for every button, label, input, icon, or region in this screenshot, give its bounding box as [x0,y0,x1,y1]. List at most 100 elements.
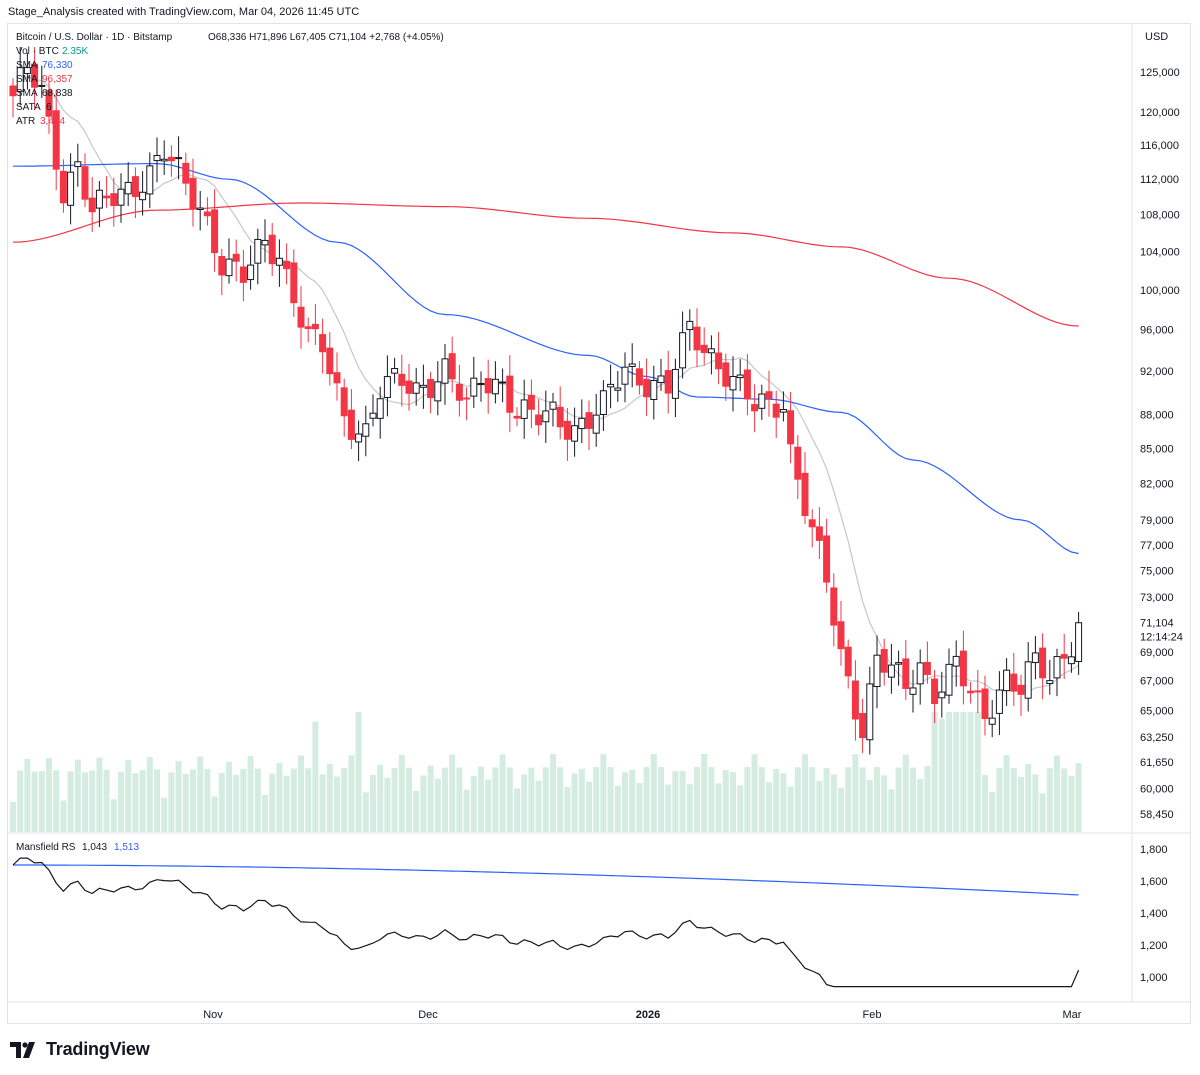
candle[interactable] [463,387,471,421]
candle[interactable] [995,671,1003,736]
candle[interactable] [196,190,204,231]
candle[interactable] [707,335,715,375]
candle[interactable] [31,47,39,109]
candle[interactable] [448,336,456,393]
candle[interactable] [909,669,917,713]
candle[interactable] [981,675,989,736]
candle[interactable] [297,286,305,349]
candle[interactable] [902,639,910,700]
candle[interactable] [743,354,751,416]
candle[interactable] [700,327,708,366]
legend-atr-label[interactable]: ATR [16,116,35,127]
candle[interactable] [376,386,384,439]
candle[interactable] [326,332,334,386]
chart-frame[interactable]: 125,000 120,000 116,000 112,000 108,000 104,0… [7,23,1191,1024]
legend-symbol[interactable]: Bitcoin / U.S. Dollar · 1D · Bitstamp [16,32,173,43]
candle[interactable] [419,364,427,409]
candle[interactable] [261,219,269,263]
candle[interactable] [542,390,550,443]
candle[interactable] [484,359,492,414]
candle[interactable] [722,353,730,401]
candle[interactable] [621,352,629,403]
candle[interactable] [585,400,593,451]
candle[interactable] [1031,635,1039,680]
candle[interactable] [455,364,463,417]
candle[interactable] [808,509,816,548]
candle[interactable] [794,435,802,500]
candle[interactable] [520,379,528,439]
candle[interactable] [232,239,240,282]
rs-pane[interactable] [12,857,1080,988]
candle[interactable] [189,158,197,227]
candle[interactable] [736,359,744,392]
candle[interactable] [319,318,327,374]
candle[interactable] [1067,642,1075,673]
candle[interactable] [693,308,701,368]
candle[interactable] [23,52,31,90]
candle[interactable] [333,352,341,401]
candle[interactable] [499,368,507,403]
candle[interactable] [859,698,867,753]
candle[interactable] [160,140,168,175]
legend-sata-label[interactable]: SATA [16,102,41,113]
candle[interactable] [844,639,852,689]
candle[interactable] [988,700,996,738]
candle[interactable] [657,358,665,391]
candle[interactable] [95,181,103,228]
candle[interactable] [153,137,161,183]
candle[interactable] [347,389,355,450]
candle[interactable] [491,361,499,404]
candle[interactable] [650,365,658,420]
candle[interactable] [815,507,823,559]
candle[interactable] [967,681,975,704]
candle[interactable] [563,407,571,461]
candle[interactable] [59,159,67,213]
candle[interactable] [1024,642,1032,712]
candle[interactable] [383,355,391,417]
legend-sma1-label[interactable]: SMA [16,60,38,71]
candle[interactable] [254,228,262,285]
candle[interactable] [340,378,348,437]
candle[interactable] [88,177,96,232]
candle[interactable] [887,643,895,694]
candle[interactable] [686,309,694,351]
chart-svg[interactable]: 125,000 120,000 116,000 112,000 108,000 104,0… [8,24,1190,1023]
candle[interactable] [614,371,622,402]
candle[interactable] [837,601,845,666]
candle[interactable] [527,379,535,429]
candle[interactable] [175,136,183,180]
candle[interactable] [398,354,406,407]
candle[interactable] [405,363,413,411]
candle[interactable] [477,371,485,402]
candle[interactable] [470,356,478,408]
candle[interactable] [412,368,420,406]
candle[interactable] [787,391,795,464]
candle[interactable] [218,248,226,296]
legend-vol-label[interactable]: Vol · BTC [16,46,59,57]
candle[interactable] [751,384,759,433]
candle[interactable] [945,648,953,704]
candle[interactable] [895,650,903,686]
candle[interactable] [880,638,888,686]
candle[interactable] [167,145,175,177]
candle[interactable] [599,380,607,431]
candle[interactable] [938,671,946,718]
candle[interactable] [952,640,960,687]
candle[interactable] [434,361,442,416]
candle[interactable] [131,167,139,219]
candle[interactable] [1039,633,1047,700]
candle[interactable] [1053,648,1061,697]
candle[interactable] [9,78,17,118]
candle[interactable] [391,357,399,384]
candle[interactable] [801,452,809,525]
candle[interactable] [1010,652,1018,707]
legend-rs-label[interactable]: Mansfield RS [16,842,76,853]
candle[interactable] [578,399,586,444]
candle[interactable] [247,245,255,290]
candle[interactable] [1017,674,1025,717]
candles[interactable] [9,46,1083,755]
candle[interactable] [369,394,377,427]
candle[interactable] [110,177,118,227]
candle[interactable] [283,243,291,285]
candle[interactable] [139,171,147,216]
